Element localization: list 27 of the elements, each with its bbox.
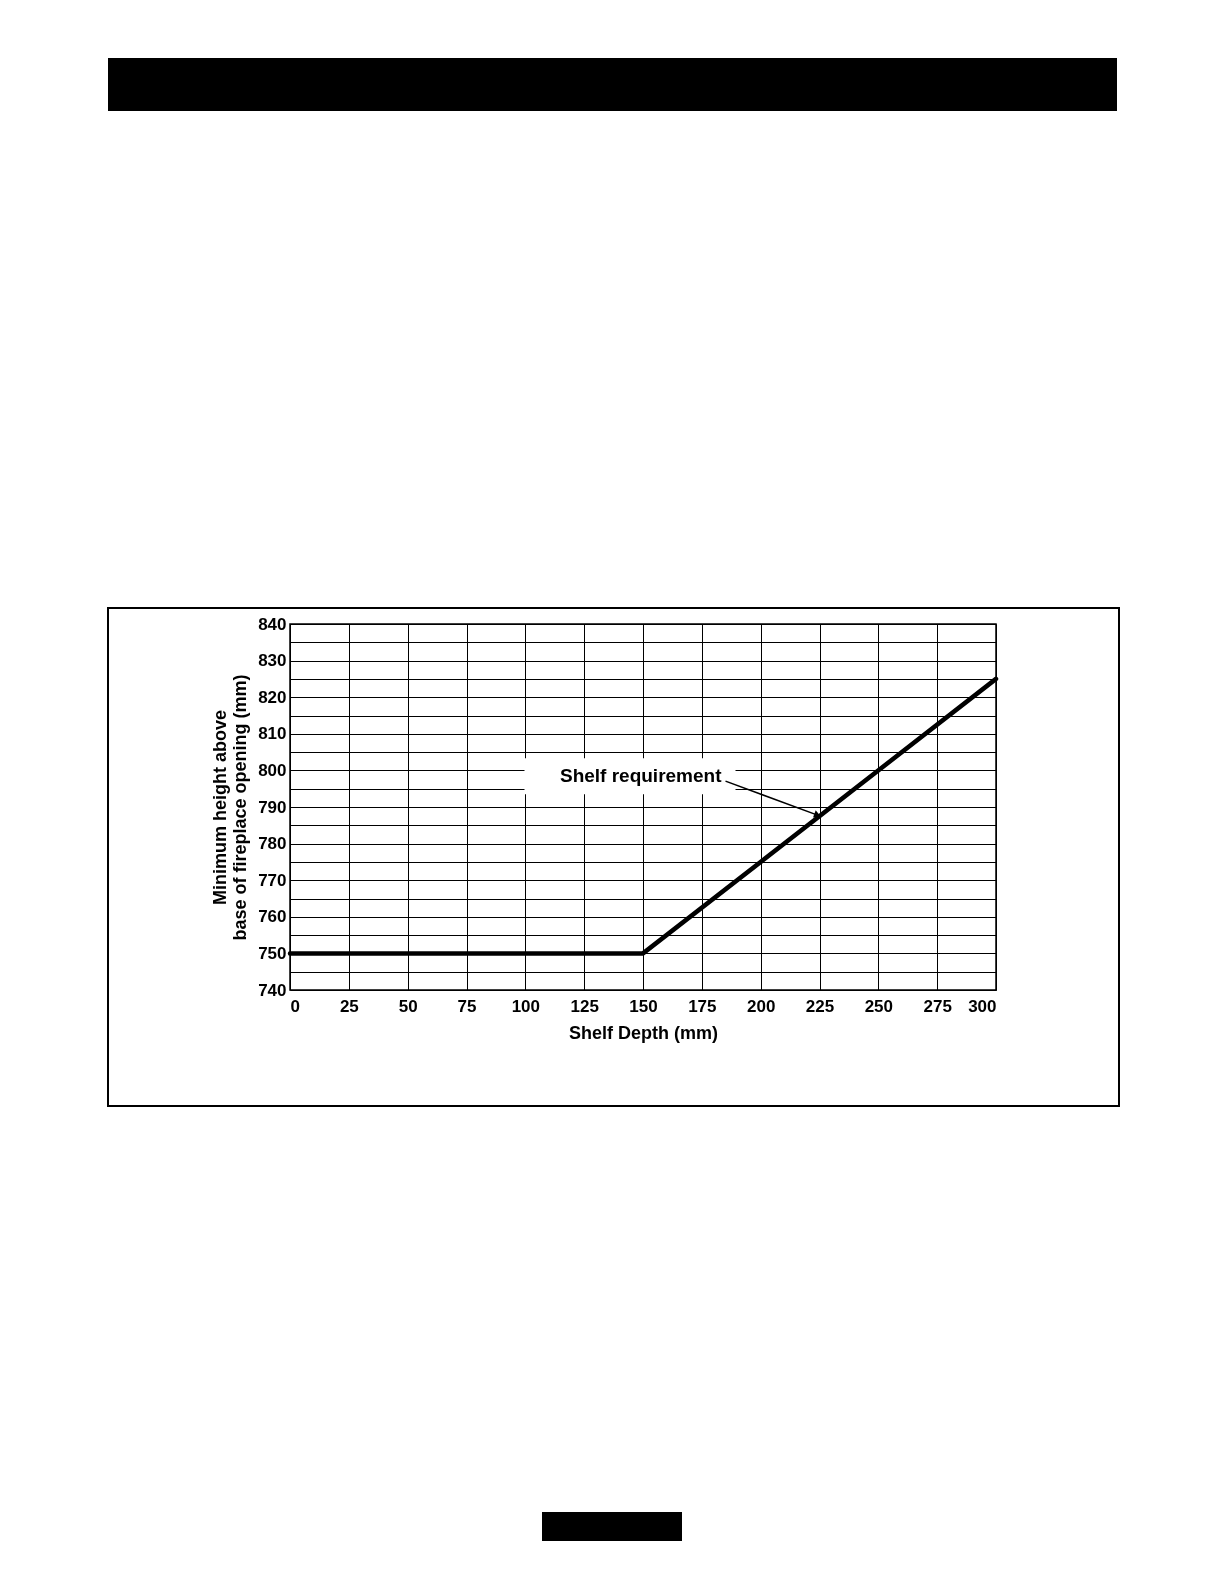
y-axis-title: Minimum height above base of fireplace opening (mm)	[210, 674, 251, 941]
y-tick-label: 770	[258, 870, 287, 890]
x-tick-label: 100	[511, 996, 541, 1016]
x-tick-label: 50	[398, 996, 418, 1016]
x-tick-label: 200	[746, 996, 776, 1016]
x-tick-label: 150	[629, 996, 658, 1016]
x-tick-label: 250	[864, 996, 894, 1016]
annotation: Shelf requirement	[559, 765, 723, 787]
x-axis-title: Shelf Depth (mm)	[568, 1022, 719, 1043]
y-tick-label: 790	[258, 797, 287, 817]
x-tick-label: 175	[688, 996, 717, 1016]
x-tick-label: 0	[290, 996, 300, 1016]
x-tick-label: 225	[805, 996, 835, 1016]
x-tick-label: 275	[923, 996, 952, 1016]
y-tick-label: 830	[258, 651, 287, 671]
y-tick-label: 750	[258, 943, 287, 963]
y-tick-label: 810	[258, 724, 287, 744]
y-tick-label: 820	[258, 687, 287, 707]
y-tick-label: 760	[258, 907, 287, 927]
y-tick-label: 800	[258, 760, 287, 780]
y-tick-label: 780	[258, 834, 287, 854]
x-tick-label: 300	[968, 996, 997, 1016]
y-tick-label: 840	[258, 614, 287, 634]
x-tick-label: 25	[339, 996, 359, 1016]
x-tick-label: 75	[457, 996, 477, 1016]
y-tick-label: 740	[258, 980, 287, 1000]
x-tick-label: 125	[570, 996, 599, 1016]
